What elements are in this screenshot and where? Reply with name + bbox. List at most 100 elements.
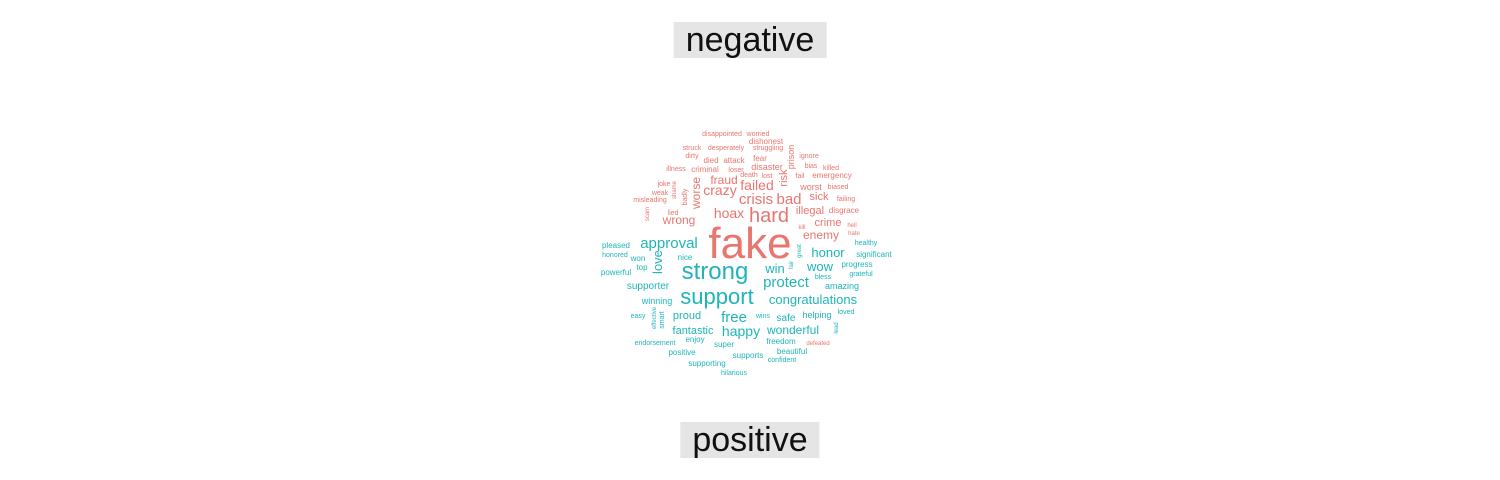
word-emergency: emergency (812, 171, 852, 180)
word-supports: supports (733, 351, 764, 360)
word-happy: happy (722, 323, 760, 339)
word-defeated: defeated (806, 341, 829, 347)
word-biased: biased (828, 184, 849, 191)
word-weak: weak (651, 190, 669, 197)
word-struggling: struggling (753, 145, 783, 152)
word-enjoy: enjoy (685, 335, 704, 344)
word-dishonest: dishonest (749, 137, 784, 146)
word-worst: worst (799, 182, 822, 192)
word-kill: kill (799, 225, 806, 231)
word-killed: killed (823, 165, 839, 172)
word-bias: bias (805, 163, 818, 170)
word-criminal: criminal (691, 165, 719, 174)
word-safe: safe (777, 313, 796, 324)
word-illegal: illegal (796, 205, 824, 217)
word-bad: bad (776, 191, 801, 208)
word-significant: significant (856, 250, 892, 259)
word-fear: fear (753, 154, 767, 163)
word-wrong: wrong (662, 213, 696, 227)
word-freedom: freedom (766, 337, 796, 346)
word-win: win (764, 261, 785, 276)
word-confident: confident (768, 357, 796, 364)
word-death: death (740, 172, 758, 179)
word-protect: protect (763, 274, 810, 291)
word-misleading: misleading (633, 197, 667, 204)
word-free: free (721, 309, 747, 326)
word-worried: worried (746, 131, 770, 138)
word-fail: fail (796, 173, 805, 180)
word-wow: wow (806, 259, 834, 274)
word-failed: failed (740, 177, 773, 193)
word-hate: hate (848, 231, 860, 237)
word-crazy: crazy (703, 182, 736, 198)
word-risk: risk (778, 169, 790, 187)
negative-group-label: negative (673, 22, 827, 58)
word-amazing: amazing (825, 281, 859, 291)
word-positive: positive (668, 348, 696, 357)
word-congratulations: congratulations (769, 292, 858, 307)
word-illness: illness (666, 166, 686, 173)
word-fair: fair (789, 261, 795, 269)
word-desperately: desperately (708, 145, 745, 152)
word-endorsement: endorsement (635, 340, 676, 347)
word-worse: worse (689, 177, 703, 210)
word-struck: struck (683, 145, 702, 152)
word-easy: easy (631, 313, 646, 320)
word-beautiful: beautiful (777, 347, 807, 356)
word-grateful: grateful (849, 271, 873, 278)
word-scam: scam (645, 207, 651, 221)
word-honor: honor (811, 245, 845, 260)
word-healthy: healthy (855, 240, 878, 247)
word-ignore: ignore (799, 153, 819, 160)
word-helping: helping (802, 310, 831, 320)
word-winning: winning (641, 296, 673, 306)
word-great: great (797, 244, 803, 258)
positive-group-label: positive (680, 422, 820, 458)
word-lead: lead (834, 322, 840, 333)
word-nice: nice (678, 253, 693, 262)
word-crisis: crisis (739, 191, 773, 208)
word-support: support (680, 284, 753, 309)
word-powerful: powerful (601, 268, 631, 277)
word-disaster: disaster (751, 162, 783, 172)
word-died: died (703, 156, 718, 165)
word-lied: lied (668, 210, 679, 217)
word-super: super (714, 340, 734, 349)
word-joke: joke (657, 181, 671, 188)
word-failing: failing (837, 196, 855, 203)
word-hell: hell (847, 223, 856, 229)
word-fraud: fraud (710, 173, 737, 187)
word-disgrace: disgrace (829, 206, 860, 215)
word-disappointed: disappointed (702, 131, 742, 138)
word-sick: sick (810, 191, 829, 203)
word-won: won (630, 254, 646, 263)
word-fantastic: fantastic (673, 325, 714, 337)
word-attack: attack (723, 156, 745, 165)
word-proud: proud (673, 310, 701, 322)
word-wins: wins (755, 313, 771, 320)
word-pleased: pleased (602, 241, 630, 250)
word-enemy: enemy (803, 228, 839, 242)
word-bless: bless (815, 274, 832, 281)
word-loved: loved (838, 309, 855, 316)
word-supporting: supporting (688, 359, 725, 368)
word-fake: fake (708, 219, 791, 268)
word-progress: progress (841, 260, 872, 269)
word-approval: approval (640, 235, 698, 252)
word-hoax: hoax (714, 205, 744, 221)
word-loser: loser (728, 167, 744, 174)
word-supporter: supporter (627, 281, 670, 292)
word-wonderful: wonderful (766, 323, 819, 337)
word-dirty: dirty (685, 153, 699, 160)
word-effective: effective (652, 306, 658, 329)
word-shame: shame (672, 180, 678, 199)
word-lost: lost (762, 173, 773, 180)
word-hilarious: hilarious (721, 370, 748, 377)
word-badly: badly (682, 188, 689, 205)
word-strong: strong (682, 258, 749, 285)
word-love: love (650, 250, 665, 274)
word-prison: prison (786, 145, 796, 170)
word-hard: hard (749, 205, 789, 227)
word-honored: honored (602, 252, 628, 259)
